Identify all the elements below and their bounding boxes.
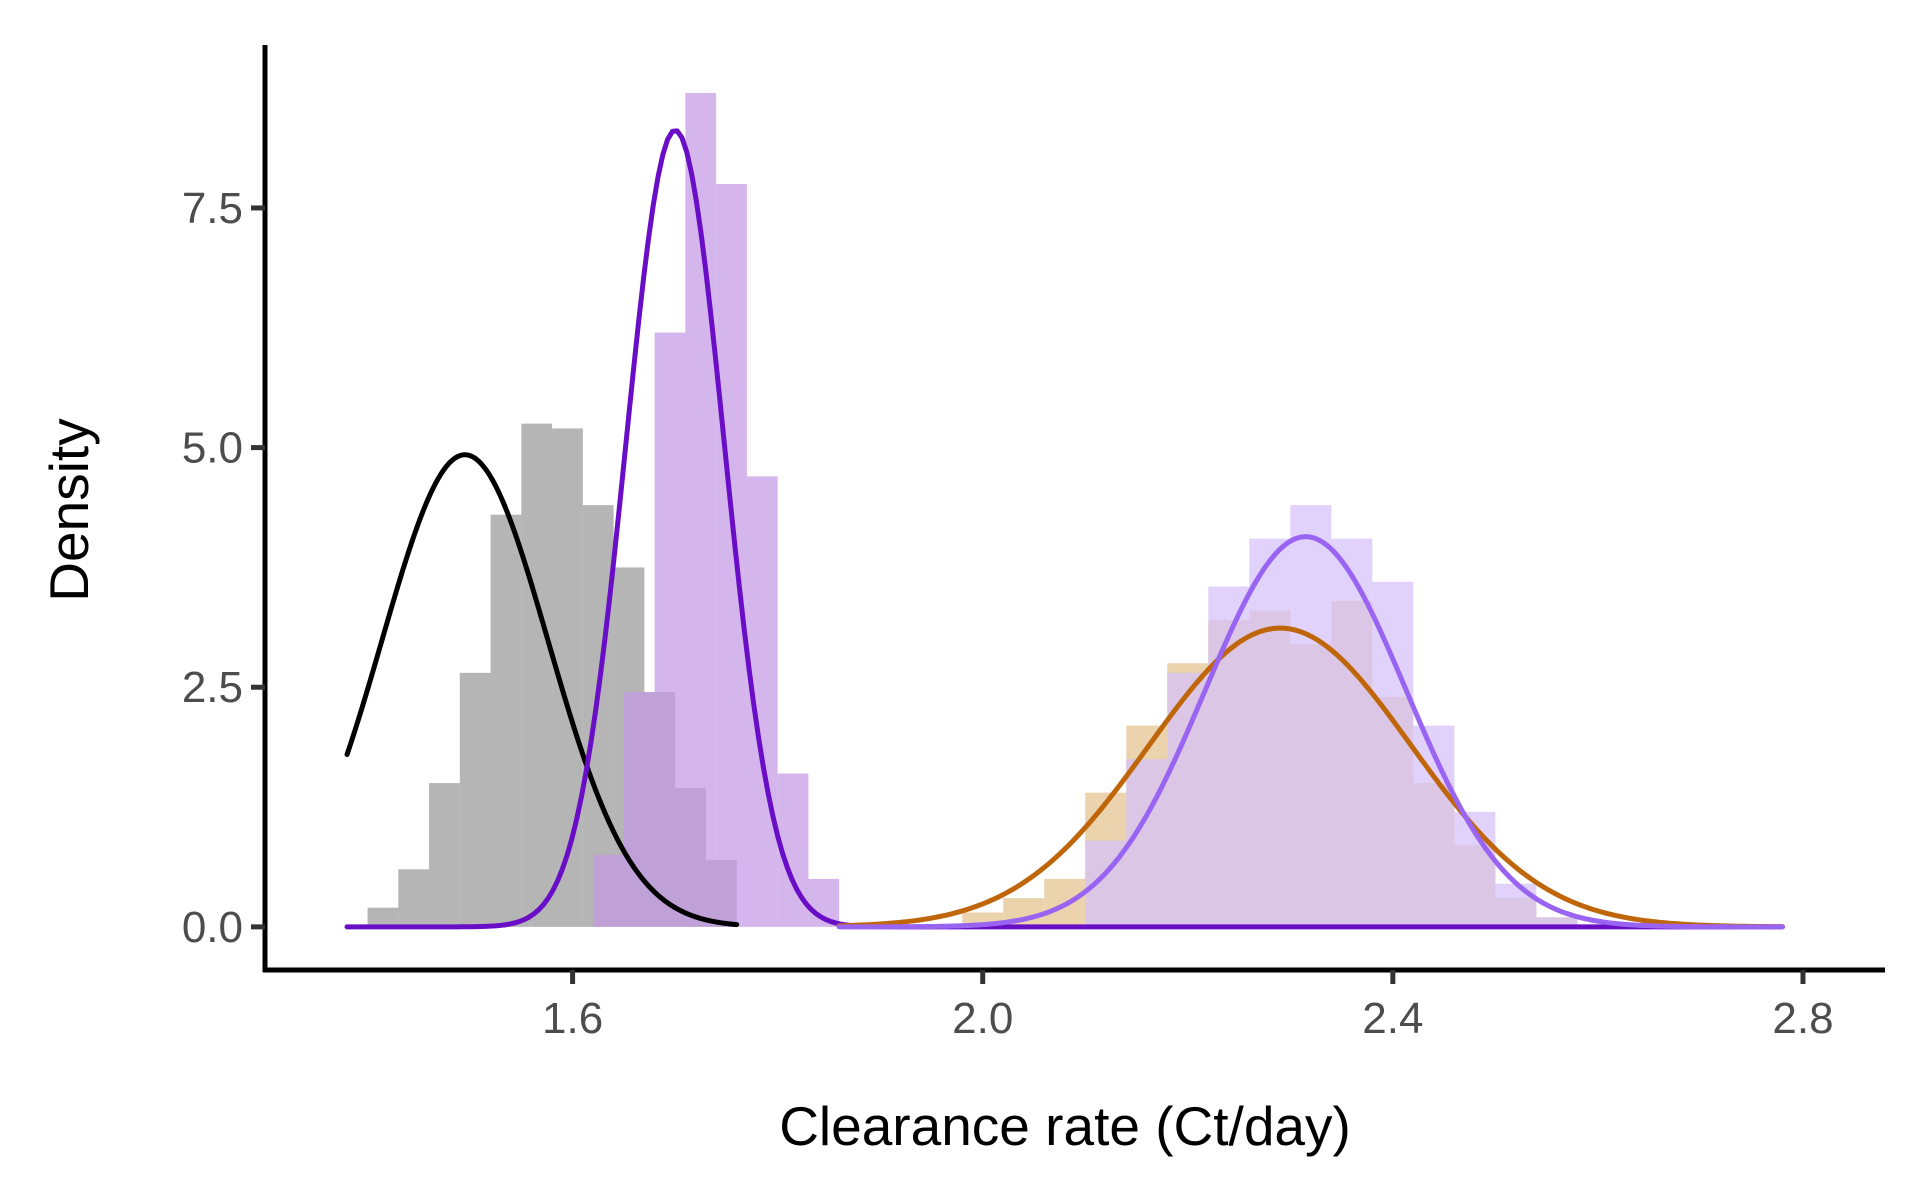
histogram-bar-s0-b1	[398, 869, 430, 927]
x-tick-label: 2.8	[1772, 994, 1833, 1043]
density-curve-s1	[344, 128, 1785, 930]
x-tick-label: 2.4	[1362, 994, 1423, 1043]
density-curves	[344, 128, 1785, 930]
y-tick-label: 2.5	[182, 663, 243, 712]
histogram-bar-s0-b4	[490, 514, 522, 927]
y-tick-label: 0.0	[182, 903, 243, 952]
histogram-bar-s0-b5	[521, 423, 553, 927]
histogram-bar-s0-b2	[429, 783, 460, 927]
histogram-bar-s3-b4	[1249, 538, 1291, 927]
y-tick-label: 5.0	[182, 424, 243, 473]
histogram-bar-s3-b11	[1536, 917, 1578, 927]
y-tick-label: 7.5	[182, 184, 243, 233]
density-curve-s3	[836, 534, 1785, 930]
histogram-bar-s0-b0	[367, 907, 399, 927]
x-tick-label: 2.0	[952, 994, 1013, 1043]
histogram-bar-s3-b5	[1290, 505, 1332, 927]
histogram-bar-s3-b3	[1208, 586, 1250, 927]
histogram-bar-s3-b10	[1495, 883, 1537, 927]
histogram-bar-s1-b1	[623, 692, 655, 927]
histogram-bar-s1-b2	[654, 332, 686, 927]
y-axis-title: Density	[38, 418, 100, 602]
histogram-bar-s0-b3	[459, 672, 491, 927]
axes: 0.0 2.5 5.0 7.5 1.6 2.0 2.4 2.8	[182, 45, 1885, 1043]
histogram-bar-s1-b0	[593, 854, 624, 927]
x-tick-label: 1.6	[542, 994, 603, 1043]
density-curve-s0	[344, 452, 740, 928]
histogram-bar-s1-b4	[716, 183, 747, 927]
density-curve-s2	[836, 625, 1785, 930]
histogram-bars	[367, 92, 1578, 927]
x-axis-title: Clearance rate (Ct/day)	[779, 1095, 1351, 1157]
histogram-bar-s3-b7	[1372, 581, 1414, 927]
